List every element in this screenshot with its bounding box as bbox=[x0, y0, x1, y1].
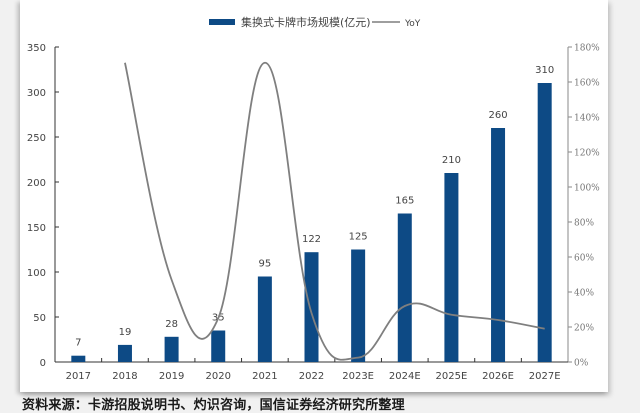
x-axis-label: 2024E bbox=[389, 371, 421, 382]
right-axis-label: 80% bbox=[574, 219, 594, 229]
right-axis-label: 120% bbox=[574, 149, 600, 159]
right-axis-label: 100% bbox=[574, 184, 600, 194]
bar-value-label: 310 bbox=[535, 65, 554, 76]
bar-2027E bbox=[537, 83, 552, 362]
bar-2024E bbox=[397, 213, 412, 362]
right-axis-label: 0% bbox=[574, 359, 589, 369]
bar-value-label: 210 bbox=[442, 155, 461, 166]
left-axis-label: 100 bbox=[27, 268, 46, 279]
x-axis-label: 2026E bbox=[482, 371, 514, 382]
bar-2022 bbox=[304, 252, 319, 362]
x-axis-label: 2021 bbox=[252, 371, 277, 382]
bar-2018 bbox=[117, 344, 132, 362]
left-axis-label: 250 bbox=[27, 133, 46, 144]
right-axis-label: 140% bbox=[574, 114, 600, 124]
x-axis-label: 2022 bbox=[299, 371, 324, 382]
bar-value-label: 95 bbox=[258, 259, 271, 270]
source-note: 资料来源：卡游招股说明书、灼识咨询，国信证券经济研究所整理 bbox=[22, 398, 405, 413]
x-axis-label: 2018 bbox=[112, 371, 137, 382]
bar-2020 bbox=[211, 330, 226, 362]
legend-line-label: YoY bbox=[404, 19, 421, 29]
right-axis-label: 40% bbox=[574, 289, 594, 299]
bar-value-label: 19 bbox=[119, 327, 132, 338]
right-axis-label: 20% bbox=[574, 324, 594, 334]
x-axis-label: 2027E bbox=[529, 371, 561, 382]
left-axis-label: 200 bbox=[27, 178, 46, 189]
bar-2023E bbox=[351, 249, 366, 362]
right-axis-label: 160% bbox=[574, 79, 600, 89]
x-axis-label: 2019 bbox=[159, 371, 184, 382]
left-axis-label: 0 bbox=[40, 358, 46, 369]
yoy-line bbox=[124, 61, 545, 361]
left-axis-label: 50 bbox=[33, 313, 46, 324]
right-axis-label: 60% bbox=[574, 254, 594, 264]
bar-2026E bbox=[491, 128, 506, 362]
legend-bar-swatch bbox=[209, 19, 235, 25]
bar-value-label: 125 bbox=[349, 232, 368, 243]
bar-value-label: 122 bbox=[302, 234, 321, 245]
x-axis-label: 2017 bbox=[66, 371, 91, 382]
left-axis-label: 350 bbox=[27, 43, 46, 54]
bar-value-label: 28 bbox=[165, 319, 178, 330]
x-axis-label: 2023E bbox=[342, 371, 374, 382]
bar-value-label: 7 bbox=[75, 338, 81, 349]
bar-2021 bbox=[257, 276, 272, 362]
x-axis-label: 2020 bbox=[206, 371, 231, 382]
left-axis-label: 300 bbox=[27, 88, 46, 99]
bar-2017 bbox=[71, 355, 86, 362]
bar-value-label: 260 bbox=[488, 110, 507, 121]
left-axis-label: 150 bbox=[27, 223, 46, 234]
bar-value-label: 165 bbox=[395, 196, 414, 207]
legend-bar-label: 集换式卡牌市场规模(亿元) bbox=[241, 15, 371, 29]
bar-2019 bbox=[164, 336, 179, 362]
bar-2025E bbox=[444, 173, 459, 362]
x-axis-label: 2025E bbox=[436, 371, 468, 382]
right-axis-label: 180% bbox=[574, 44, 600, 54]
